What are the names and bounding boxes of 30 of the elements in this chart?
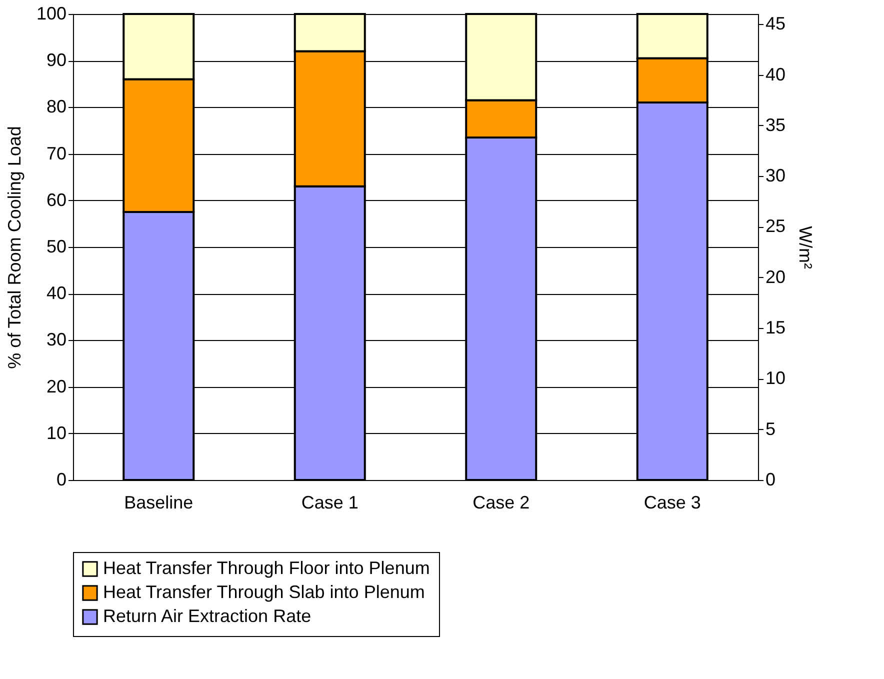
y2-tick-label: 5 [766,418,776,439]
y-tick-label: 100 [36,4,66,24]
legend-label: Heat Transfer Through Slab into Plenum [103,582,425,602]
y-tick-label: 70 [46,143,66,164]
y2-tick-label: 15 [766,318,786,338]
y2-tick-label: 40 [766,64,786,84]
legend-label: Return Air Extraction Rate [103,606,312,626]
y2-tick-label: 45 [766,14,786,34]
y2-tick-label: 25 [766,216,786,236]
x-tick-label: Case 2 [472,492,530,512]
y-tick-label: 20 [46,376,66,396]
y2-tick-label: 30 [766,166,786,186]
y-tick-label: 60 [46,190,66,210]
y2-axis-title: W/m² [796,226,816,269]
x-tick-label: Baseline [124,492,194,512]
y2-tick-label: 0 [766,470,776,490]
y-tick-label: 0 [56,470,66,490]
legend-label: Heat Transfer Through Floor into Plenum [103,558,430,578]
y-tick-label: 10 [46,422,66,443]
x-tick-label: Case 1 [301,492,358,512]
y-tick-label: 50 [46,236,66,256]
y2-tick-label: 20 [766,266,786,287]
y-tick-label: 80 [46,96,66,117]
y2-tick-label: 10 [766,368,786,388]
y2-tick-label: 35 [766,114,786,135]
y-axis-title: % of Total Room Cooling Load [4,126,24,369]
y-tick-label: 40 [46,283,66,304]
x-tick-label: Case 3 [644,492,701,512]
y-tick-label: 90 [46,50,66,70]
y-tick-label: 30 [46,330,66,350]
